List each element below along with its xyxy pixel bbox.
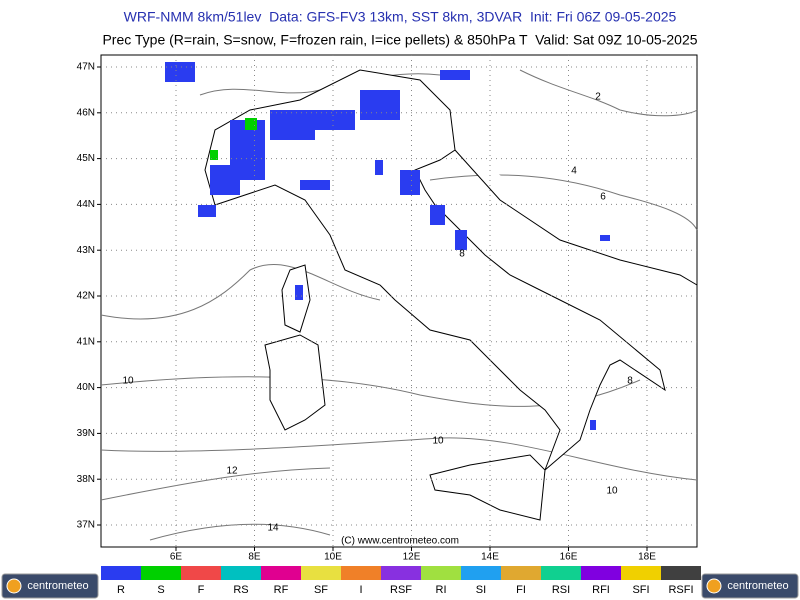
lat-label: 41N — [77, 336, 95, 347]
precipitation — [165, 62, 610, 430]
legend-swatch — [381, 566, 421, 580]
legend-swatch — [221, 566, 261, 580]
header-subtitle: Prec Type (R=rain, S=snow, F=frozen rain… — [102, 32, 697, 48]
legend-swatch — [301, 566, 341, 580]
logo-icon — [6, 578, 22, 594]
legend-label: R — [117, 584, 125, 596]
legend: R S F RS RF SF I RSF RI SI FI RSI RFI SFI RSFIcentrome… — [1, 566, 799, 599]
lat-label: 42N — [77, 291, 95, 302]
map: 47N 46N 45N 44N 43N 42N 41N 40N 39N 38N 37N 6E 8E 10E… — [77, 54, 698, 563]
logo-icon — [706, 578, 722, 594]
lon-label: 6E — [170, 552, 183, 563]
contour-label: 8 — [627, 376, 633, 387]
lat-label: 47N — [77, 62, 95, 73]
legend-label: RSI — [552, 584, 570, 596]
legend-label: RSFI — [668, 584, 693, 596]
lon-label: 18E — [638, 552, 656, 563]
lon-label: 8E — [248, 552, 261, 563]
legend-swatch — [621, 566, 661, 580]
legend-swatch — [261, 566, 301, 580]
logo — [701, 573, 799, 599]
legend-label: RI — [436, 584, 447, 596]
lat-label: 44N — [77, 199, 95, 210]
lat-label: 43N — [77, 245, 95, 256]
legend-label: SFI — [632, 584, 649, 596]
contour-label: 10 — [432, 436, 444, 447]
legend-swatch — [461, 566, 501, 580]
lat-label: 45N — [77, 153, 95, 164]
legend-swatch — [421, 566, 461, 580]
legend-swatch — [181, 566, 221, 580]
legend-label: RSF — [390, 584, 412, 596]
legend-swatch — [541, 566, 581, 580]
lon-label: 10E — [324, 552, 342, 563]
legend-label: RS — [233, 584, 248, 596]
legend-swatch — [101, 566, 141, 580]
legend-label: RFI — [592, 584, 610, 596]
lat-label: 37N — [77, 520, 95, 531]
graticule: 47N 46N 45N 44N 43N 42N 41N 40N 39N 38N 37N 6E 8E 10E… — [77, 55, 697, 563]
coastlines — [204, 69, 698, 521]
lat-label: 38N — [77, 474, 95, 485]
legend-label: F — [198, 584, 205, 596]
contour-label: 12 — [226, 466, 238, 477]
legend-label: S — [157, 584, 164, 596]
lon-label: 12E — [403, 552, 421, 563]
lon-label: 16E — [560, 552, 578, 563]
contour-label: 10 — [122, 376, 134, 387]
contour-label: 4 — [571, 166, 577, 177]
map-credit: (C) www.centrometeo.com — [341, 536, 459, 547]
contour-label: 6 — [600, 192, 606, 203]
legend-swatch — [501, 566, 541, 580]
header-title: WRF-NMM 8km/51lev Data: GFS-FV3 13km, SS… — [124, 9, 677, 25]
legend-label: SI — [476, 584, 486, 596]
legend-swatch — [581, 566, 621, 580]
logo — [1, 573, 99, 599]
legend-swatch — [661, 566, 701, 580]
legend-label: SF — [314, 584, 328, 596]
legend-swatch — [141, 566, 181, 580]
legend-label: RF — [274, 584, 289, 596]
contour-label: 8 — [459, 249, 465, 260]
lat-label: 40N — [77, 382, 95, 393]
legend-label: FI — [516, 584, 526, 596]
contour-label: 14 — [267, 523, 279, 534]
contour-label: 2 — [595, 92, 601, 103]
logo-text: centrometeo — [27, 580, 88, 592]
legend-swatch — [341, 566, 381, 580]
lat-label: 39N — [77, 428, 95, 439]
legend-label: I — [359, 584, 362, 596]
contour-labels: 2 4 6 8 10 10 12 14 10 8 — [122, 92, 633, 534]
logo-text: centrometeo — [727, 580, 788, 592]
contour-label: 10 — [606, 486, 618, 497]
lat-label: 46N — [77, 107, 95, 118]
lon-label: 14E — [481, 552, 499, 563]
